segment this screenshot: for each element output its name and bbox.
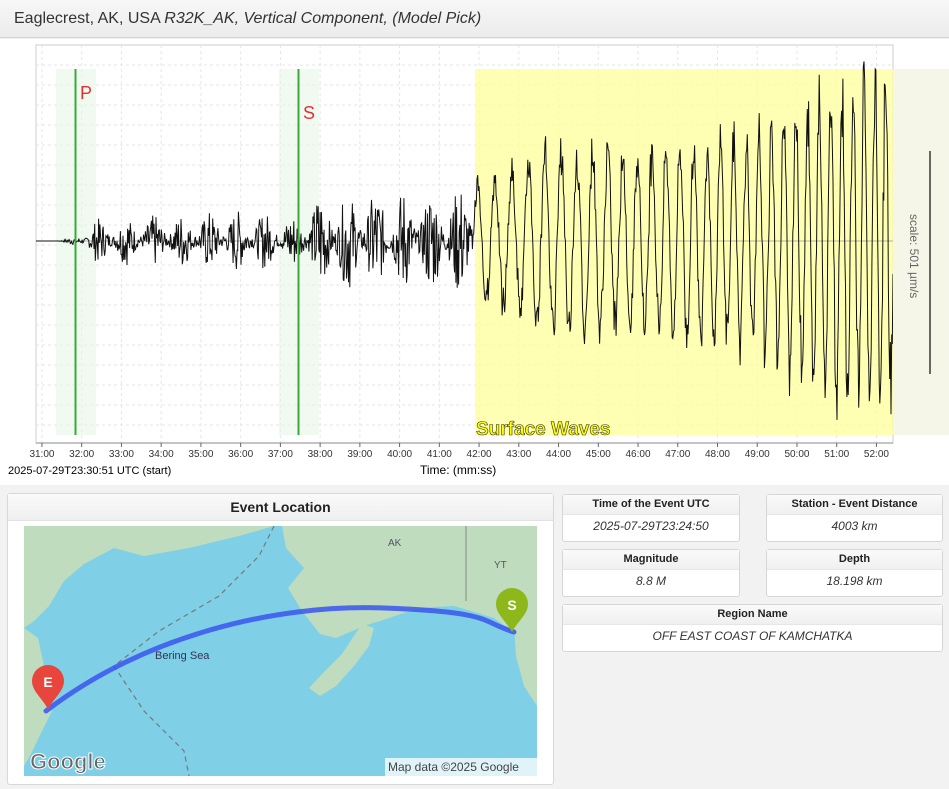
distance-card: Station - Event Distance 4003 km bbox=[766, 494, 943, 542]
magnitude-label: Magnitude bbox=[563, 550, 739, 570]
event-marker-pin-icon bbox=[32, 665, 64, 709]
event-time-card: Time of the Event UTC 2025-07-29T23:24:5… bbox=[562, 494, 740, 542]
depth-label: Depth bbox=[767, 550, 942, 570]
x-tick-label: 38:00 bbox=[308, 449, 333, 460]
x-tick-label: 33:00 bbox=[109, 449, 134, 460]
p-phase-label: P bbox=[80, 83, 92, 103]
region-label: Region Name bbox=[563, 605, 942, 625]
event-location-panel: Event Location Bering Sea AK YT E S Goog… bbox=[7, 493, 554, 785]
title-bar: Eaglecrest, AK, USA R32K_AK, Vertical Co… bbox=[0, 0, 949, 38]
map-attribution[interactable]: Map data ©2025 Google bbox=[388, 760, 519, 774]
x-tick-label: 49:00 bbox=[745, 449, 770, 460]
start-time-label: 2025-07-29T23:30:51 UTC (start) bbox=[8, 465, 171, 477]
seismogram-panel: P S Surface Waves scale: 501 µm/s 31:00 3… bbox=[0, 39, 949, 485]
map-land-panhandle bbox=[514, 618, 537, 706]
s-phase-label: S bbox=[303, 103, 315, 123]
seismogram-trace bbox=[36, 61, 894, 420]
x-tick-label: 31:00 bbox=[29, 449, 54, 460]
x-tick-label: 51:00 bbox=[824, 449, 849, 460]
magnitude-card: Magnitude 8.8 M bbox=[562, 549, 740, 597]
station-marker[interactable]: S bbox=[496, 588, 528, 632]
x-tick-label: 50:00 bbox=[784, 449, 809, 460]
region-value: OFF EAST COAST OF KAMCHATKA bbox=[652, 629, 853, 643]
seismogram-chart[interactable]: P S Surface Waves scale: 501 µm/s 31:00 3… bbox=[0, 39, 949, 485]
magnitude-value: 8.8 M bbox=[635, 574, 666, 588]
map-attribution-bg bbox=[385, 758, 537, 776]
map-label-bering-sea: Bering Sea bbox=[155, 650, 210, 662]
x-tick-label: 40:00 bbox=[387, 449, 412, 460]
event-time-label: Time of the Event UTC bbox=[563, 495, 739, 515]
depth-value: 18.198 km bbox=[826, 574, 883, 588]
map-label-ak: AK bbox=[388, 538, 402, 549]
x-tick-label: 39:00 bbox=[347, 449, 372, 460]
surface-waves-label: Surface Waves bbox=[476, 419, 610, 440]
x-tick-label: 42:00 bbox=[467, 449, 492, 460]
event-map[interactable]: Bering Sea AK YT E S Google Map data ©20… bbox=[24, 526, 537, 776]
x-tick-label: 47:00 bbox=[665, 449, 690, 460]
station-marker-label: S bbox=[507, 597, 516, 613]
depth-card: Depth 18.198 km bbox=[766, 549, 943, 597]
map-land-kamchatka bbox=[24, 628, 52, 766]
x-tick-label: 52:00 bbox=[864, 449, 889, 460]
title-location: Eaglecrest, AK, USA bbox=[14, 10, 165, 27]
station-marker-pin-icon bbox=[496, 588, 528, 632]
x-tick-label: 34:00 bbox=[149, 449, 174, 460]
distance-value: 4003 km bbox=[831, 519, 878, 533]
event-marker-label: E bbox=[43, 674, 52, 690]
x-tick-label: 32:00 bbox=[69, 449, 94, 460]
map-land-peninsula bbox=[309, 624, 374, 696]
x-tick-label: 44:00 bbox=[546, 449, 571, 460]
surface-wave-window bbox=[475, 69, 937, 435]
scale-label: scale: 501 µm/s bbox=[907, 214, 921, 298]
x-tick-label: 36:00 bbox=[228, 449, 253, 460]
map-land-alaska bbox=[282, 526, 537, 656]
title-component: , Vertical Component, (Model Pick) bbox=[234, 10, 482, 27]
x-tick-label: 48:00 bbox=[705, 449, 730, 460]
event-time-value: 2025-07-29T23:24:50 bbox=[593, 519, 709, 533]
x-tick-label: 45:00 bbox=[586, 449, 611, 460]
event-marker[interactable]: E bbox=[32, 665, 64, 709]
map-date-line bbox=[113, 526, 275, 776]
title-station-code: R32K_AK bbox=[164, 10, 235, 27]
page-title: Eaglecrest, AK, USA R32K_AK, Vertical Co… bbox=[14, 10, 481, 28]
x-tick-label: 41:00 bbox=[427, 449, 452, 460]
map-land-russia bbox=[24, 526, 274, 628]
map-great-circle-path bbox=[43, 605, 517, 714]
google-logo: Google bbox=[30, 749, 106, 774]
x-tick-label: 43:00 bbox=[506, 449, 531, 460]
scale-area bbox=[893, 69, 949, 435]
x-tick-label: 35:00 bbox=[188, 449, 213, 460]
x-axis-title: Time: (mm:ss) bbox=[420, 463, 496, 477]
map-label-yt: YT bbox=[494, 560, 507, 571]
region-card: Region Name OFF EAST COAST OF KAMCHATKA bbox=[562, 604, 943, 652]
x-tick-label: 37:00 bbox=[268, 449, 293, 460]
x-axis-ticks: 31:00 32:00 33:00 34:00 35:00 36:00 37:00 38:00… bbox=[29, 443, 889, 460]
event-location-title: Event Location bbox=[8, 494, 553, 521]
x-tick-label: 46:00 bbox=[626, 449, 651, 460]
distance-label: Station - Event Distance bbox=[767, 495, 942, 515]
